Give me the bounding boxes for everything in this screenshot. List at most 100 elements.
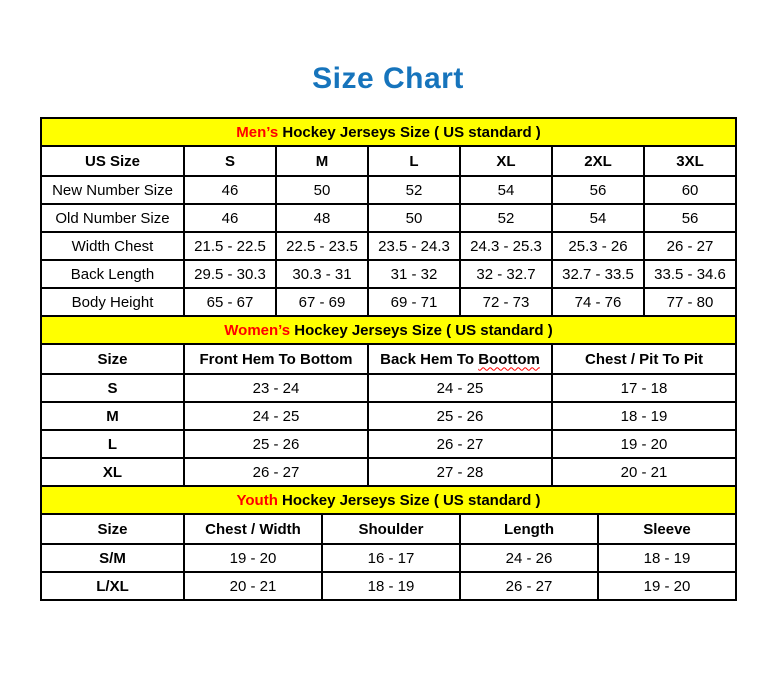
mens-cell-r2-c6: 26 - 27 [642,231,738,261]
womens-cell-r2-c1: 25 - 26 [183,429,369,459]
mens-cell-r4-c5: 74 - 76 [551,287,645,317]
youth-col-header-1: Chest / Width [183,513,323,545]
womens-section-highlight: Women’s [224,321,291,339]
mens-cell-r2-c3: 23.5 - 24.3 [367,231,461,261]
mens-col-header-6: 3XL [642,145,738,177]
mens-cell-r3-c4: 32 - 32.7 [459,259,553,289]
womens-col-header-1: Front Hem To Bottom [183,343,369,375]
womens-cell-r3-c0: XL [40,457,185,487]
mens-cell-r3-c6: 33.5 - 34.6 [642,259,738,289]
mens-cell-r1-c4: 52 [459,203,553,233]
mens-cell-r3-c0: Back Length [40,259,185,289]
mens-cell-r1-c0: Old Number Size [40,203,185,233]
womens-cell-r1-c3: 18 - 19 [550,401,738,431]
womens-col-header-3: Chest / Pit To Pit [550,343,738,375]
womens-cell-r2-c0: L [40,429,185,459]
mens-cell-r4-c6: 77 - 80 [642,287,738,317]
youth-cell-r1-c3: 26 - 27 [459,571,599,601]
mens-cell-r0-c1: 46 [183,175,277,205]
womens-table-row: XL 26 - 27 27 - 28 20 - 21 [40,457,738,487]
youth-table-row: S/M 19 - 20 16 - 17 24 - 26 18 - 19 [40,543,737,573]
youth-size-table: Youth Hockey Jerseys Size ( US standard … [40,485,737,601]
youth-cell-r1-c2: 18 - 19 [321,571,461,601]
mens-cell-r2-c2: 22.5 - 23.5 [275,231,369,261]
womens-cell-r1-c1: 24 - 25 [183,401,369,431]
mens-cell-r0-c6: 60 [642,175,738,205]
mens-cell-r3-c5: 32.7 - 33.5 [551,259,645,289]
womens-cell-r2-c2: 26 - 27 [367,429,553,459]
womens-cell-r0-c0: S [40,373,185,403]
mens-cell-r3-c2: 30.3 - 31 [275,259,369,289]
mens-section-row: Men’s Hockey Jerseys Size ( US standard … [39,117,738,147]
mens-cell-r0-c4: 54 [459,175,553,205]
mens-col-header-5: 2XL [551,145,645,177]
womens-cell-r3-c3: 20 - 21 [550,457,738,487]
mens-col-header-3: L [367,145,461,177]
womens-cell-r0-c2: 24 - 25 [367,373,553,403]
mens-col-header-4: XL [459,145,553,177]
youth-cell-r0-c4: 18 - 19 [597,543,737,573]
mens-cell-r2-c5: 25.3 - 26 [551,231,645,261]
mens-col-header-1: S [183,145,277,177]
mens-table-row: Old Number Size 46 48 50 52 54 56 [40,203,738,233]
mens-cell-r0-c0: New Number Size [40,175,185,205]
youth-column-header-row: Size Chest / Width Shoulder Length Sleeve [40,513,737,545]
mens-section-header: Men’s Hockey Jerseys Size ( US standard … [39,117,738,147]
youth-cell-r1-c4: 19 - 20 [597,571,737,601]
mens-section-highlight: Men’s [236,123,279,141]
mens-size-table: Men’s Hockey Jerseys Size ( US standard … [39,117,738,317]
womens-cell-r3-c1: 26 - 27 [183,457,369,487]
size-tables: Men’s Hockey Jerseys Size ( US standard … [39,117,738,601]
youth-col-header-4: Sleeve [597,513,737,545]
womens-table-row: S 23 - 24 24 - 25 17 - 18 [40,373,738,403]
mens-cell-r1-c5: 54 [551,203,645,233]
womens-cell-r1-c0: M [40,401,185,431]
youth-cell-r1-c1: 20 - 21 [183,571,323,601]
mens-cell-r3-c3: 31 - 32 [367,259,461,289]
mens-table-row: Width Chest 21.5 - 22.5 22.5 - 23.5 23.5 - … [40,231,738,261]
womens-size-table: Women’s Hockey Jerseys Size ( US standar… [39,315,738,487]
mens-cell-r4-c1: 65 - 67 [183,287,277,317]
youth-cell-r0-c1: 19 - 20 [183,543,323,573]
womens-cell-r2-c3: 19 - 20 [550,429,738,459]
mens-cell-r1-c6: 56 [642,203,738,233]
youth-col-header-2: Shoulder [321,513,461,545]
youth-cell-r0-c2: 16 - 17 [321,543,461,573]
mens-cell-r1-c1: 46 [183,203,277,233]
mens-table-row: Back Length 29.5 - 30.3 30.3 - 31 31 - 32 32… [40,259,738,289]
mens-cell-r2-c1: 21.5 - 22.5 [183,231,277,261]
mens-cell-r2-c4: 24.3 - 25.3 [459,231,553,261]
mens-column-header-row: US Size S M L XL 2XL 3XL [40,145,738,177]
womens-cell-r0-c3: 17 - 18 [550,373,738,403]
mens-cell-r4-c4: 72 - 73 [459,287,553,317]
mens-section-title: Hockey Jerseys Size ( US standard ) [278,123,541,141]
misspelled-word-underline: Boottom [478,350,540,368]
mens-cell-r0-c2: 50 [275,175,369,205]
youth-cell-r1-c0: L/XL [40,571,185,601]
womens-cell-r0-c1: 23 - 24 [183,373,369,403]
mens-cell-r0-c3: 52 [367,175,461,205]
womens-table-row: L 25 - 26 26 - 27 19 - 20 [40,429,738,459]
mens-table-row: New Number Size 46 50 52 54 56 60 [40,175,738,205]
womens-cell-r3-c2: 27 - 28 [367,457,553,487]
youth-table-row: L/XL 20 - 21 18 - 19 26 - 27 19 - 20 [40,571,737,601]
mens-cell-r3-c1: 29.5 - 30.3 [183,259,277,289]
youth-section-highlight: Youth [236,491,278,509]
womens-section-title: Hockey Jerseys Size ( US standard ) [290,321,553,339]
youth-section-row: Youth Hockey Jerseys Size ( US standard … [40,485,737,515]
womens-col-header-2: Back Hem To Boottom [367,343,553,375]
youth-cell-r0-c3: 24 - 26 [459,543,599,573]
youth-section-header: Youth Hockey Jerseys Size ( US standard … [40,485,737,515]
mens-table-row: Body Height 65 - 67 67 - 69 69 - 71 72 - 73 7… [40,287,738,317]
mens-cell-r1-c3: 50 [367,203,461,233]
mens-col-header-0: US Size [40,145,185,177]
womens-section-header: Women’s Hockey Jerseys Size ( US standar… [39,315,738,345]
mens-col-header-2: M [275,145,369,177]
mens-cell-r0-c5: 56 [551,175,645,205]
youth-cell-r0-c0: S/M [40,543,185,573]
mens-cell-r4-c3: 69 - 71 [367,287,461,317]
womens-col-header-0: Size [40,343,185,375]
youth-col-header-0: Size [40,513,185,545]
womens-cell-r1-c2: 25 - 26 [367,401,553,431]
